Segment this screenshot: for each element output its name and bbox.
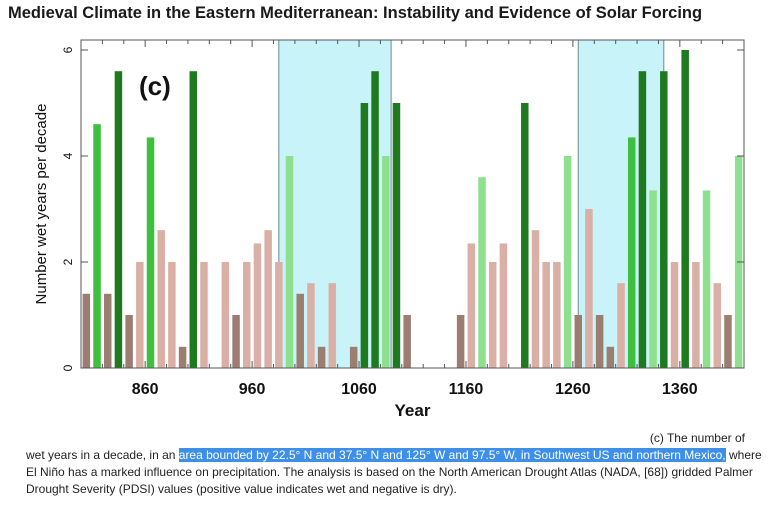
bar-1335 <box>649 190 657 368</box>
caption-text-start: wet years in a decade, in an <box>26 448 179 462</box>
x-axis-ticks: 860 960 1060 1160 1260 1360 <box>101 40 745 398</box>
bar-1055 <box>349 346 358 368</box>
bar-1285 <box>595 315 604 368</box>
bar-1255 <box>563 156 572 368</box>
bar-1265 <box>574 315 582 368</box>
bar-965 <box>253 243 262 368</box>
plot-frame <box>80 39 745 369</box>
bar-935 <box>221 262 230 368</box>
bar-1075 <box>371 71 379 368</box>
bar-1325 <box>638 71 647 368</box>
bar-1065 <box>360 103 369 368</box>
bar-1025 <box>317 346 326 368</box>
bar-1225 <box>531 230 540 368</box>
bar-895 <box>178 346 187 368</box>
bar-1355 <box>670 262 679 368</box>
y-axis-label: Number wet years per decade <box>33 104 50 305</box>
bar-1245 <box>553 262 561 368</box>
bar-1295 <box>606 346 615 368</box>
bar-855 <box>136 262 144 368</box>
bar-1385 <box>702 190 711 368</box>
bar-series <box>82 50 743 368</box>
bar-815 <box>93 124 101 368</box>
bar-885 <box>168 262 176 368</box>
panel-label: (c) <box>139 71 171 101</box>
bar-1215 <box>521 103 529 368</box>
bar-1365 <box>681 50 689 368</box>
bar-1315 <box>627 137 636 368</box>
bar-1235 <box>542 262 550 368</box>
bar-1345 <box>660 71 668 368</box>
bar-1085 <box>382 156 390 368</box>
y-tick-label-6: 6 <box>61 46 75 53</box>
bar-995 <box>285 156 294 368</box>
bar-905 <box>189 71 198 368</box>
caption-lead: (c) The number of <box>649 431 745 445</box>
bar-1095 <box>392 103 401 368</box>
page-title: Medieval Climate in the Eastern Mediterr… <box>8 4 703 22</box>
caption-text-end: where El Niño has a marked influence on … <box>26 448 762 496</box>
bar-805 <box>82 293 91 368</box>
x-axis-label: Year <box>395 401 431 420</box>
bar-945 <box>232 315 240 368</box>
x-tick-label-1260: 1260 <box>555 381 591 398</box>
bar-1105 <box>403 315 411 368</box>
bar-875 <box>157 230 165 368</box>
x-tick-label-1160: 1160 <box>449 381 484 398</box>
caption-selected-text[interactable]: area bounded by 22.5° N and 37.5° N and … <box>178 448 726 462</box>
bar-825 <box>103 293 112 368</box>
bar-1005 <box>296 293 304 368</box>
bar-1175 <box>478 177 486 368</box>
bar-1405 <box>724 315 732 368</box>
bar-845 <box>125 315 133 368</box>
bar-1165 <box>467 243 476 368</box>
bar-835 <box>114 71 123 368</box>
x-tick-label-1060: 1060 <box>341 381 377 398</box>
x-tick-label-960: 960 <box>239 381 266 398</box>
figure-caption: wet years in a decade, in an area bounde… <box>26 447 766 498</box>
bar-985 <box>275 262 283 368</box>
bar-1275 <box>585 209 593 368</box>
bar-1195 <box>499 243 508 368</box>
bar-1305 <box>617 283 625 368</box>
y-tick-label-0: 0 <box>61 364 75 371</box>
x-tick-label-1360: 1360 <box>662 381 698 398</box>
y-axis-ticks: 0 2 4 6 <box>61 46 744 371</box>
bar-1035 <box>328 283 337 368</box>
bar-1015 <box>307 283 315 368</box>
bar-975 <box>264 230 272 368</box>
bar-865 <box>146 137 155 368</box>
x-tick-label-860: 860 <box>132 381 159 398</box>
y-tick-label-4: 4 <box>61 152 75 159</box>
bar-1185 <box>488 262 497 368</box>
bar-915 <box>200 262 208 368</box>
bar-1395 <box>713 283 722 368</box>
bar-1155 <box>456 315 465 368</box>
y-tick-label-2: 2 <box>61 258 75 265</box>
wet-years-bar-chart: 0 2 4 6 860 960 1060 1160 1260 1360 (c) Year Num… <box>33 39 745 420</box>
bar-955 <box>243 262 251 368</box>
bar-1375 <box>692 262 700 368</box>
